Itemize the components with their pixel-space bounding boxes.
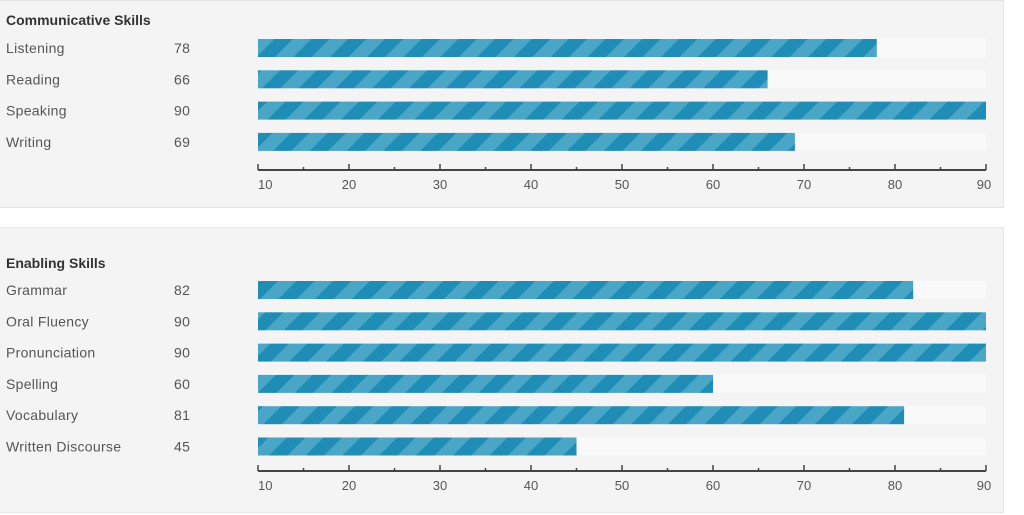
x-tick-label: 10: [258, 177, 272, 192]
x-tick-label: 50: [615, 478, 629, 493]
category-label: Pronunciation: [6, 345, 96, 361]
x-tick-label: 70: [797, 177, 811, 192]
x-tick-label: 50: [615, 177, 629, 192]
bar: [258, 374, 713, 393]
x-tick-label: 90: [977, 478, 991, 493]
x-tick-label: 60: [706, 177, 720, 192]
x-tick-label: 40: [524, 177, 538, 192]
x-tick-label: 30: [433, 177, 447, 192]
category-label: Writing: [6, 134, 51, 150]
enabling-skills-panel: Enabling Skills Grammar 82 Oral Fluency 90 P…: [0, 227, 1004, 513]
x-tick-label: 80: [888, 177, 902, 192]
category-label: Written Discourse: [6, 439, 121, 455]
x-tick-label: 10: [258, 478, 272, 493]
category-label: Vocabulary: [6, 407, 78, 423]
enabling-skills-chart: Grammar 82 Oral Fluency 90 Pronunciation 90 Sp…: [6, 281, 991, 493]
bar: [258, 312, 986, 331]
x-tick-label: 20: [342, 177, 356, 192]
bar: [258, 343, 986, 362]
value-label: 90: [174, 313, 190, 329]
x-tick-label: 20: [342, 478, 356, 493]
value-label: 69: [174, 134, 190, 150]
x-tick-label: 40: [524, 478, 538, 493]
value-label: 81: [174, 407, 190, 423]
x-tick-label: 80: [888, 478, 902, 493]
x-tick-label: 30: [433, 478, 447, 493]
value-label: 78: [174, 40, 190, 56]
bar: [258, 101, 986, 120]
bar: [258, 132, 795, 151]
category-label: Listening: [6, 40, 65, 56]
value-label: 82: [174, 282, 190, 298]
bar: [258, 406, 905, 425]
category-label: Oral Fluency: [6, 313, 89, 329]
panel-title: Enabling Skills: [6, 255, 106, 271]
communicative-skills-chart: Listening 78 Reading 66 Speaking 90 Writing 69 1…: [6, 39, 991, 192]
category-label: Grammar: [6, 282, 67, 298]
bar: [258, 39, 877, 57]
panel-title: Communicative Skills: [6, 12, 151, 28]
communicative-skills-panel: Communicative Skills Listening 78 Reading 6…: [0, 0, 1004, 208]
value-label: 90: [174, 103, 190, 119]
bar: [258, 70, 768, 89]
value-label: 66: [174, 71, 190, 87]
x-tick-label: 90: [977, 177, 991, 192]
category-label: Speaking: [6, 103, 67, 119]
bar: [258, 281, 914, 299]
bar: [258, 437, 577, 456]
category-label: Reading: [6, 71, 60, 87]
value-label: 90: [174, 345, 190, 361]
category-label: Spelling: [6, 376, 58, 392]
value-label: 45: [174, 439, 190, 455]
value-label: 60: [174, 376, 190, 392]
x-tick-label: 70: [797, 478, 811, 493]
x-tick-label: 60: [706, 478, 720, 493]
